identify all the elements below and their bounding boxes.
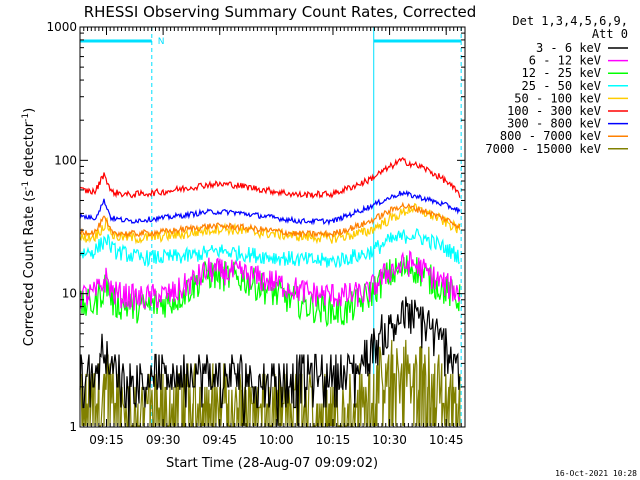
- series-line-100-300: [79, 156, 461, 200]
- legend-header-line-2: Att 0: [592, 27, 628, 41]
- x-axis-label: Start Time (28-Aug-07 09:09:02): [166, 456, 378, 471]
- x-tick-label: 10:00: [259, 433, 294, 447]
- footer-timestamp: 16-Oct-2021 10:28: [555, 469, 637, 478]
- legend-label: 12 - 25 keV: [522, 66, 601, 80]
- y-axis-label-main: Corrected Count Rate (s: [22, 190, 37, 347]
- series-line-300-800: [79, 189, 461, 226]
- y-axis-label: Corrected Count Rate (s-1 detector-1): [21, 108, 37, 346]
- series-line-3-6: [79, 296, 461, 426]
- y-tick-label: 10: [62, 287, 77, 301]
- x-tick-label: 09:15: [89, 433, 124, 447]
- y-axis-label-sup1: -1: [21, 181, 31, 190]
- legend-label: 300 - 800 keV: [507, 117, 601, 131]
- x-tick-label: 10:15: [316, 433, 351, 447]
- series-line-50-100: [79, 202, 461, 245]
- legend-label: 6 - 12 keV: [529, 54, 601, 68]
- legend-header-line-1: Det 1,3,4,5,6,9,: [512, 14, 628, 28]
- series-layer: [79, 156, 461, 427]
- x-tick-label: 10:45: [429, 433, 464, 447]
- x-tick-label: 09:30: [146, 433, 181, 447]
- legend-label: 100 - 300 keV: [507, 104, 601, 118]
- y-tick-label: 100: [54, 153, 77, 167]
- y-tick-label: 1: [69, 420, 77, 434]
- night-flag-marker: N: [158, 37, 165, 47]
- legend-label: 25 - 50 keV: [522, 79, 601, 93]
- legend-label: 7000 - 15000 keV: [485, 142, 601, 156]
- chart-title: RHESSI Observing Summary Count Rates, Co…: [84, 3, 477, 21]
- series-line-6-12: [79, 250, 461, 311]
- axes-layer: 1 10 100 1000 09:15 09:30 09:45 10:00 10:15 10:30…: [46, 20, 465, 447]
- legend-label: 3 - 6 keV: [536, 41, 601, 55]
- x-tick-label: 09:45: [202, 433, 237, 447]
- legend-label: 800 - 7000 keV: [500, 129, 601, 143]
- series-line-800-7000: [79, 201, 461, 239]
- legend-label: 50 - 100 keV: [514, 91, 601, 105]
- series-line-25-50: [79, 228, 461, 269]
- y-axis-label-end: ): [22, 108, 37, 113]
- y-axis-label-sup2: -1: [21, 113, 31, 122]
- y-axis-label-mid: detector: [22, 121, 37, 181]
- x-tick-label: 10:30: [372, 433, 407, 447]
- y-tick-label: 1000: [46, 20, 77, 34]
